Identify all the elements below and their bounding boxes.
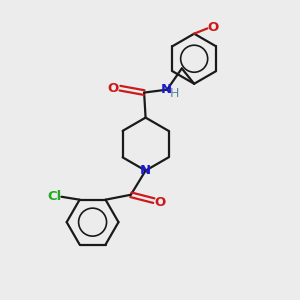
Text: H: H (170, 87, 179, 100)
Text: N: N (161, 82, 172, 95)
Text: O: O (207, 21, 218, 34)
Text: O: O (108, 82, 119, 95)
Text: O: O (154, 196, 165, 208)
Text: Cl: Cl (47, 190, 61, 203)
Text: N: N (140, 164, 151, 177)
